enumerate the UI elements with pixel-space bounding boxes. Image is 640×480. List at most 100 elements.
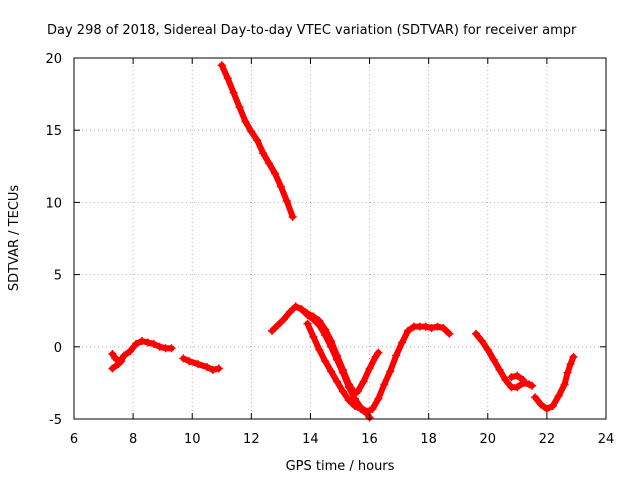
data-point [398, 338, 407, 347]
data-point [167, 344, 176, 353]
data-point [513, 383, 522, 392]
data-point [495, 365, 504, 374]
data-point [149, 339, 158, 348]
series-line [109, 351, 125, 365]
data-point [507, 373, 516, 382]
series-arc-3 [217, 61, 297, 221]
data-point [282, 196, 291, 205]
data-point [445, 329, 454, 338]
x-tick-label: 16 [361, 432, 378, 447]
data-point [356, 404, 365, 413]
data-point [392, 351, 401, 360]
data-point [333, 351, 342, 360]
data-point [374, 348, 383, 357]
series-layer [108, 61, 578, 422]
data-point [477, 337, 486, 346]
data-point [386, 367, 395, 376]
x-tick-label: 12 [243, 432, 260, 447]
chart-title: Day 298 of 2018, Sidereal Day-to-day VTE… [47, 23, 577, 38]
data-point [217, 61, 226, 70]
series-arc-7 [471, 329, 537, 392]
data-point [203, 363, 211, 372]
x-tick-label: 10 [184, 432, 201, 447]
data-point [143, 338, 152, 347]
data-point [297, 305, 306, 314]
data-point [303, 309, 312, 318]
x-tick-label: 18 [420, 432, 437, 447]
data-point [315, 345, 324, 354]
data-point [439, 324, 448, 333]
series-arc-6 [303, 319, 374, 422]
data-point [303, 319, 312, 328]
data-point [531, 393, 540, 402]
data-point [241, 117, 250, 126]
series-arc-1 [108, 337, 176, 373]
data-point [120, 351, 129, 360]
x-tick-label: 8 [129, 432, 137, 447]
series-arc-4 [268, 302, 454, 416]
data-point [359, 377, 368, 386]
x-tick-label: 22 [539, 432, 556, 447]
data-point [214, 364, 223, 373]
data-point [276, 182, 285, 191]
data-point [117, 357, 126, 366]
data-point [309, 332, 318, 341]
data-point [137, 337, 146, 346]
data-point [321, 325, 330, 334]
data-point [333, 377, 342, 386]
data-point [179, 354, 188, 363]
data-point [528, 381, 537, 390]
x-tick-label: 24 [598, 432, 615, 447]
data-point [155, 342, 164, 351]
data-point [344, 396, 353, 405]
y-tick-label: 20 [45, 52, 62, 67]
y-tick-label: 10 [45, 196, 62, 211]
y-axis: -5 0 5 10 15 20 [45, 52, 606, 428]
data-point [501, 376, 510, 385]
data-point [536, 400, 545, 409]
data-point [265, 159, 274, 168]
y-tick-label: -5 [49, 413, 62, 428]
data-point [566, 360, 575, 369]
data-point [291, 302, 300, 311]
x-axis: 6 8 10 12 14 16 18 20 22 24 [70, 58, 614, 447]
data-point [132, 339, 141, 348]
y-axis-label: SDTVAR / TECUs [7, 185, 22, 292]
data-point [285, 308, 294, 317]
data-point [560, 380, 569, 389]
series-arc-5 [297, 305, 383, 398]
data-point [365, 364, 374, 373]
data-point [338, 365, 347, 374]
data-point [569, 352, 578, 361]
data-point [126, 347, 135, 356]
data-point [353, 387, 362, 396]
series-line [269, 303, 453, 415]
y-tick-label: 15 [45, 124, 62, 139]
data-point [229, 88, 238, 97]
x-tick-label: 20 [480, 432, 497, 447]
data-point [270, 169, 279, 178]
data-point [288, 212, 297, 221]
data-point [483, 345, 492, 354]
data-point [185, 357, 194, 366]
data-point [273, 321, 282, 330]
grid [74, 58, 606, 419]
data-point [327, 367, 336, 376]
data-point [111, 354, 120, 363]
series-arc-8 [507, 371, 528, 385]
series-arc-2 [179, 354, 223, 374]
data-point [194, 360, 203, 369]
data-point [253, 136, 262, 145]
data-point [371, 352, 380, 361]
data-point [368, 404, 377, 413]
series-arc-1b [108, 350, 126, 366]
data-point [259, 149, 268, 158]
data-point [344, 380, 353, 389]
data-point [235, 103, 244, 112]
data-point [208, 365, 217, 374]
data-point [513, 371, 522, 380]
data-point [279, 315, 288, 324]
data-point [489, 355, 498, 364]
data-point [554, 391, 563, 400]
